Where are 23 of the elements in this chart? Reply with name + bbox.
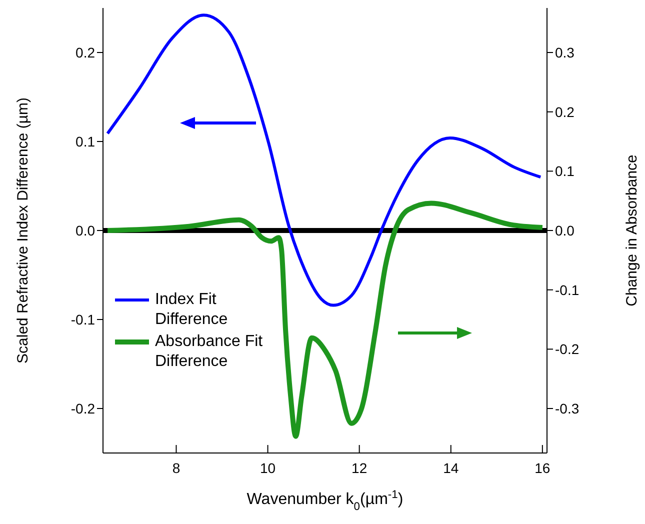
y2-tick-label: 0.1 (555, 163, 575, 180)
y2-tick-label: -0.3 (555, 400, 580, 416)
y-tick-label: -0.2 (70, 400, 96, 416)
y2-axis-title: Change in Absorbance (623, 154, 640, 306)
y-tick-label: 0.1 (76, 133, 96, 150)
y2-tick-label: -0.2 (555, 341, 580, 358)
x-tick-label: 16 (534, 460, 550, 476)
y2-tick-label: 0.0 (555, 222, 575, 238)
y2-tick-label: -0.1 (555, 282, 580, 298)
y2-tick-label: 0.3 (555, 44, 575, 60)
x-tick-label: 8 (172, 460, 180, 476)
x-tick-label: 10 (260, 460, 276, 476)
x-tick-label: 14 (443, 460, 459, 476)
x-tick-label: 12 (352, 460, 368, 476)
x-axis-title: Wavenumber k$_{0}$(µm$^{-1}$) (246, 489, 404, 513)
legend-label: Index Fit Difference (155, 290, 229, 330)
legend-label: Absorbance Fit Difference (155, 332, 264, 372)
y-tick-label: 0.2 (76, 44, 96, 60)
y-tick-label: 0.0 (76, 222, 96, 238)
line-series (106, 14, 542, 307)
y2-tick-label: 0.2 (555, 104, 575, 120)
y-axis-title: Scaled Refractive Index Difference (µm) (14, 98, 32, 364)
y-tick-label: -0.1 (70, 311, 96, 328)
